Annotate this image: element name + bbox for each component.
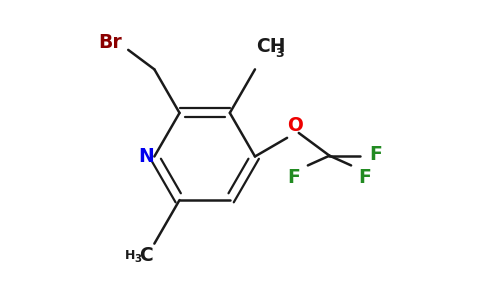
Text: F: F bbox=[358, 168, 371, 187]
Text: C: C bbox=[139, 247, 153, 266]
Text: N: N bbox=[138, 147, 154, 166]
Text: H: H bbox=[125, 250, 135, 262]
Text: O: O bbox=[287, 116, 303, 135]
Text: CH: CH bbox=[257, 37, 286, 56]
Text: Br: Br bbox=[98, 33, 121, 52]
Text: F: F bbox=[287, 168, 300, 187]
Text: 3: 3 bbox=[134, 254, 141, 264]
Text: 3: 3 bbox=[275, 46, 284, 60]
Text: F: F bbox=[369, 145, 382, 164]
